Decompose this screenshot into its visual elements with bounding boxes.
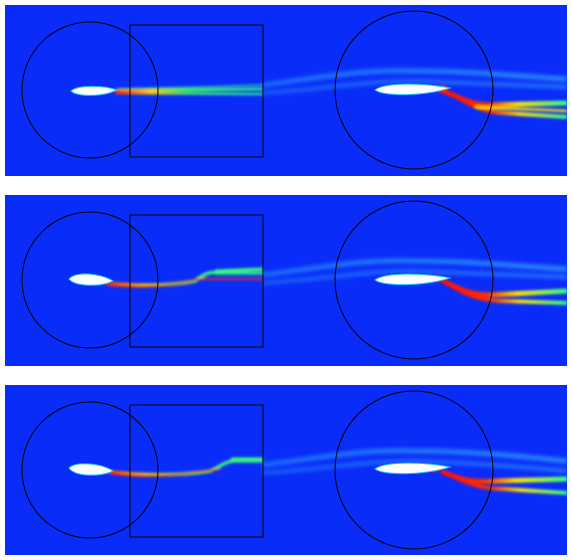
wake-left [114,84,264,96]
wake-left [104,267,264,288]
region-box [129,214,264,348]
wake-far [262,258,568,285]
airfoil [374,273,452,286]
region-box [129,24,264,158]
panel [5,5,568,176]
airfoil [68,273,114,286]
panel [5,385,568,555]
airfoil [374,462,452,475]
wake-far [262,448,568,475]
wake-left [104,457,263,477]
airfoil [68,463,114,476]
region-circle [334,200,494,360]
region-circle [334,390,494,550]
airfoil [374,83,452,96]
region-box [129,404,264,538]
region-circle [334,10,494,170]
region-circle [21,21,159,159]
region-circle [21,401,159,539]
panel [5,195,568,366]
airfoil [70,85,119,96]
wake-far [262,68,568,95]
region-circle [21,211,159,349]
